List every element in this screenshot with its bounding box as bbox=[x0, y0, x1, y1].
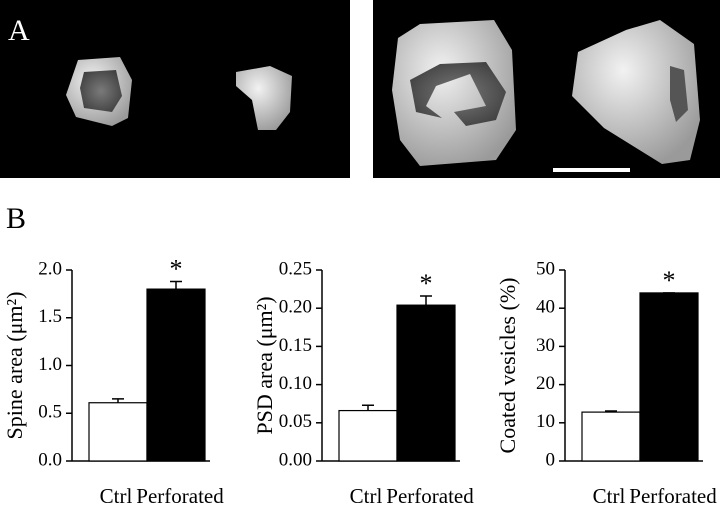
panel-label: A bbox=[8, 14, 30, 47]
y-tick-label: 0.5 bbox=[38, 402, 62, 423]
x-tick-label: Perforated bbox=[136, 484, 224, 508]
bar bbox=[639, 292, 699, 462]
error-bar bbox=[170, 280, 182, 290]
error-bar bbox=[112, 398, 124, 403]
y-tick-label: 0.00 bbox=[279, 449, 312, 470]
y-tick-label: 1.0 bbox=[38, 354, 62, 375]
significance-marker: * bbox=[420, 269, 433, 298]
y-tick-label: 0 bbox=[546, 449, 556, 470]
y-tick-label: 10 bbox=[536, 411, 555, 432]
y-tick-label: 50 bbox=[536, 258, 555, 279]
bar bbox=[581, 411, 641, 462]
x-tick-label: Perforated bbox=[386, 484, 474, 508]
x-tick-label: Ctrl bbox=[593, 484, 626, 508]
y-tick-label: 0.15 bbox=[279, 335, 312, 356]
y-tick-label: 40 bbox=[536, 297, 555, 318]
y-axis-label: PSD area (μm²) bbox=[252, 296, 277, 434]
error-bar bbox=[605, 410, 617, 413]
error-bar bbox=[362, 404, 374, 411]
y-tick-label: 0.0 bbox=[38, 449, 62, 470]
x-tick-label: Ctrl bbox=[350, 484, 383, 508]
x-tick-label: Ctrl bbox=[100, 484, 133, 508]
y-axis-label: Coated vesicles (%) bbox=[495, 278, 520, 454]
y-tick-label: 30 bbox=[536, 335, 555, 356]
bar bbox=[338, 409, 398, 462]
significance-marker: * bbox=[170, 254, 183, 283]
y-tick-label: 0.20 bbox=[279, 297, 312, 318]
significance-marker: * bbox=[663, 266, 676, 295]
bar bbox=[146, 288, 206, 462]
error-bar bbox=[420, 295, 432, 306]
x-tick-label: Perforated bbox=[629, 484, 717, 508]
y-tick-label: 1.5 bbox=[38, 306, 62, 327]
bar bbox=[88, 402, 148, 462]
y-tick-label: 0.05 bbox=[279, 411, 312, 432]
micrograph-right bbox=[373, 0, 720, 178]
y-tick-label: 20 bbox=[536, 373, 555, 394]
micrograph-left bbox=[0, 0, 350, 178]
y-tick-label: 2.0 bbox=[38, 258, 62, 279]
y-axis-label: Spine area (μm²) bbox=[2, 292, 27, 440]
bar bbox=[396, 304, 456, 462]
panel-label: B bbox=[6, 202, 26, 235]
y-tick-label: 0.25 bbox=[279, 258, 312, 279]
y-tick-label: 0.10 bbox=[279, 373, 312, 394]
